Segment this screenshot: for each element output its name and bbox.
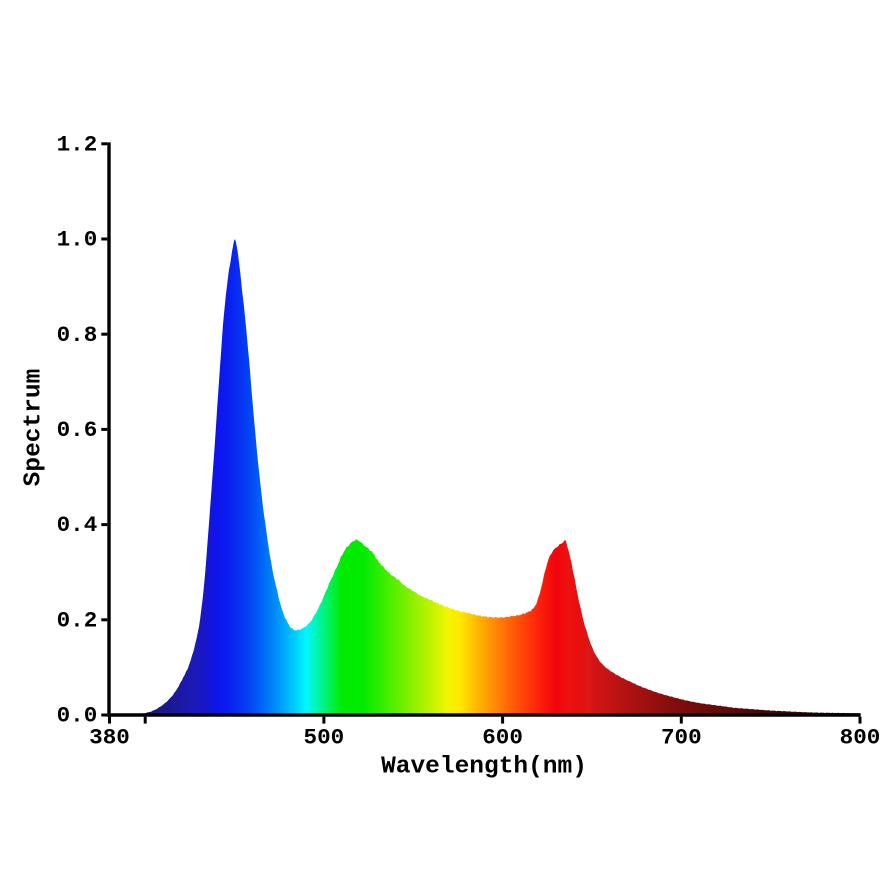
svg-text:1.2: 1.2 <box>57 131 98 157</box>
svg-text:0.8: 0.8 <box>57 322 98 348</box>
svg-text:Spectrum: Spectrum <box>21 369 48 487</box>
svg-text:380: 380 <box>89 725 130 751</box>
svg-text:1.0: 1.0 <box>57 227 98 253</box>
svg-text:0.2: 0.2 <box>57 607 98 633</box>
svg-text:Wavelength(nm): Wavelength(nm) <box>381 754 587 781</box>
svg-text:600: 600 <box>482 725 523 751</box>
svg-text:0.6: 0.6 <box>57 417 98 443</box>
svg-text:500: 500 <box>304 725 345 751</box>
svg-text:0.4: 0.4 <box>57 512 98 538</box>
svg-text:0.0: 0.0 <box>57 703 98 729</box>
svg-text:700: 700 <box>661 725 702 751</box>
svg-text:800: 800 <box>840 725 881 751</box>
